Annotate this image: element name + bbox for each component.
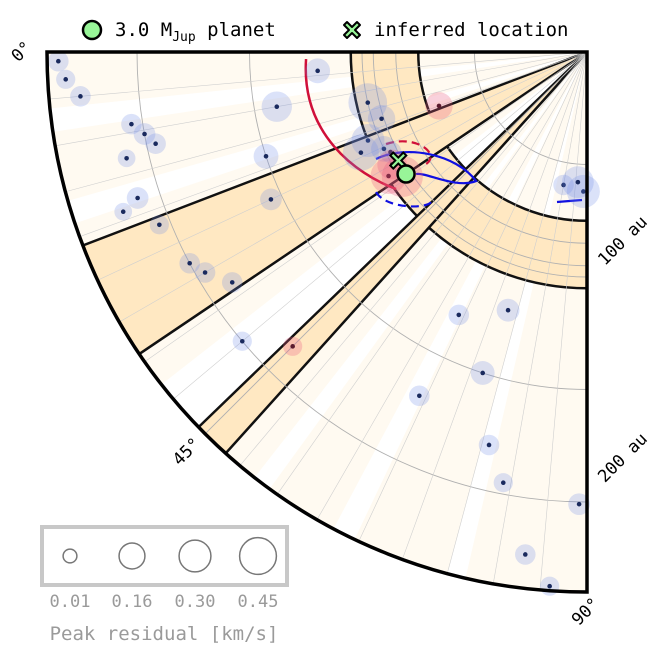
- azimuthal-gap-4: [333, 52, 587, 540]
- pink-point-4: [290, 344, 295, 349]
- size-legend-tick-0: 0.01: [50, 592, 91, 612]
- polar-grid: [49, 51, 588, 590]
- size-legend: 0.01 0.16 0.30 0.45 Peak residual [km/s]: [40, 525, 289, 645]
- blue-point-16: [358, 150, 364, 155]
- angle-label-45: 45°: [169, 434, 205, 470]
- size-legend-circle-1: [118, 542, 146, 570]
- grid-spoke-35: [144, 51, 588, 362]
- grid-spoke-60: [316, 51, 588, 520]
- blue-point-19: [187, 260, 192, 266]
- blue-point-32: [576, 501, 582, 507]
- azimuthal-gap-0: [49, 52, 587, 132]
- blue-point-25: [417, 393, 422, 399]
- blue-point-27: [480, 370, 486, 376]
- blue-point-31: [547, 583, 552, 589]
- blue-point-17: [381, 146, 387, 152]
- grid-spoke-main: [204, 51, 588, 435]
- blue-point-9: [120, 209, 126, 214]
- grid-spoke-50: [239, 51, 588, 466]
- blue-point-26: [505, 307, 511, 313]
- top-legend: 3.0 MJup planet inferred location: [81, 19, 568, 45]
- blue-point-21: [229, 280, 235, 285]
- blue-point-23: [239, 338, 245, 344]
- planet-markers: [388, 151, 416, 184]
- blue-contour-dashed: [375, 191, 432, 208]
- blue-point-7: [124, 155, 129, 161]
- planet-legend-label: 3.0 MJup planet: [115, 19, 276, 45]
- size-legend-title: Peak residual [km/s]: [50, 623, 279, 645]
- blue-contour-edge: [556, 198, 583, 204]
- azimuthal-gap-2: [161, 52, 588, 428]
- grid-spoke-55: [277, 51, 588, 495]
- size-legend-circle-2: [178, 539, 212, 573]
- radius-label-200: 200 au: [594, 429, 652, 487]
- blue-point-35: [575, 179, 581, 185]
- size-legend-circles: [62, 536, 278, 576]
- planet-legend-icon: [81, 19, 103, 41]
- blue-point-14: [379, 116, 384, 122]
- angle-label-90: 90°: [568, 594, 604, 630]
- grid-spoke-15: [65, 51, 588, 193]
- blue-point-10: [157, 222, 162, 228]
- blue-point-24: [456, 312, 462, 318]
- pink-contour-solid: [304, 58, 397, 191]
- grid-spoke-65: [358, 51, 588, 542]
- blue-point-30: [523, 552, 528, 557]
- blue-point-20: [202, 270, 208, 275]
- size-legend-circle-3: [238, 536, 278, 576]
- chart-frame: [45, 50, 589, 594]
- blue-point-4: [129, 121, 134, 127]
- pink-point-1: [386, 173, 391, 179]
- grid-spoke-5: [49, 51, 588, 100]
- blue-point-34: [581, 189, 586, 194]
- planet-contours: [304, 58, 583, 208]
- grid-spoke-70: [402, 51, 588, 560]
- grid-spoke-25: [97, 51, 588, 281]
- grid-spoke-85: [539, 51, 588, 590]
- blue-point-12: [263, 153, 269, 159]
- size-legend-tick-1: 0.16: [112, 592, 153, 612]
- radius-label-100: 100 au: [594, 212, 652, 270]
- blue-point-15: [365, 138, 371, 143]
- blue-point-6: [153, 141, 158, 146]
- blue-point-33: [561, 182, 566, 188]
- frame-outline: [45, 50, 589, 594]
- grid-spoke-10: [55, 51, 588, 147]
- grid-spoke-75: [446, 51, 588, 574]
- size-legend-circle-0: [62, 548, 78, 564]
- angle-label-0: 0°: [8, 38, 37, 67]
- blue-point-0: [56, 58, 61, 64]
- blue-point-11: [274, 104, 280, 109]
- grid-spoke-30: [119, 51, 588, 323]
- blue-point-8: [135, 195, 140, 201]
- azimuthal-gap-3: [254, 52, 588, 489]
- blue-point-22: [365, 100, 371, 105]
- blue-point-3: [315, 68, 320, 74]
- grid-spoke-80: [492, 51, 588, 584]
- blue-point-5: [142, 131, 147, 137]
- size-legend-tick-2: 0.30: [175, 592, 216, 612]
- blue-point-1: [63, 77, 69, 82]
- planet-marker: [396, 164, 416, 184]
- inferred-location-legend-icon: [343, 21, 361, 39]
- pink-contour-dashed: [385, 140, 432, 165]
- blue-point-29: [500, 480, 506, 485]
- blue-point-2: [78, 94, 83, 99]
- blue-point-13: [268, 197, 274, 202]
- size-legend-tick-3: 0.45: [238, 592, 279, 612]
- blue-point-28: [486, 442, 492, 448]
- inferred-location-legend-label: inferred location: [374, 19, 568, 41]
- size-legend-box: [40, 525, 289, 587]
- pink-point-3: [436, 103, 442, 109]
